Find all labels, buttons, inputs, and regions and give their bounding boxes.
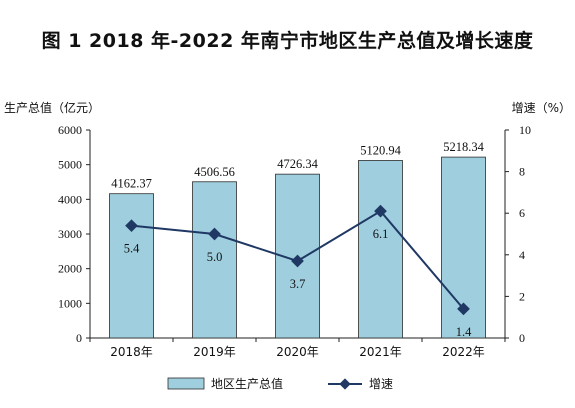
x-tick-label: 2020年 [276, 345, 319, 359]
bar [358, 160, 403, 339]
x-tick-label: 2019年 [193, 345, 236, 359]
chart-title: 图 1 2018 年-2022 年南宁市地区生产总值及增长速度 [41, 30, 534, 52]
growth-point-marker [457, 302, 470, 316]
legend-bar-label: 地区生产总值 [211, 376, 283, 391]
bar-value-label: 4162.37 [111, 177, 152, 191]
growth-value-label: 5.4 [124, 242, 140, 256]
right-tick-label: 0 [519, 331, 525, 345]
legend-bar-swatch [167, 377, 205, 390]
bar-value-label: 5218.34 [443, 140, 484, 154]
legend: 地区生产总值 增速 [167, 376, 393, 391]
right-tick-label: 6 [519, 206, 525, 220]
right-tick-label: 8 [519, 165, 525, 179]
right-tick-label: 10 [519, 123, 531, 137]
growth-point-marker [374, 204, 387, 218]
growth-value-label: 5.0 [207, 250, 223, 264]
x-tick-label: 2018年 [110, 345, 153, 359]
left-tick-label: 5000 [58, 158, 82, 172]
bar [109, 193, 154, 339]
left-tick-label: 3000 [58, 227, 82, 241]
bar [192, 181, 237, 339]
left-tick-label: 2000 [58, 262, 82, 276]
bar-value-label: 4726.34 [277, 157, 318, 171]
x-tick-label: 2021年 [359, 345, 402, 359]
right-tick-label: 2 [519, 289, 525, 303]
left-axis-label: 生产总值（亿元） [4, 100, 100, 115]
bar-value-label: 4506.56 [194, 165, 235, 179]
left-tick-label: 1000 [58, 296, 82, 310]
x-tick-label: 2022年 [442, 345, 485, 359]
axes: 0 1000 2000 3000 4000 5000 6000 0 2 4 6 8 10 2018年 201… [58, 123, 531, 359]
growth-value-label: 6.1 [373, 227, 389, 241]
growth-line-series [125, 204, 470, 316]
growth-point-marker [291, 254, 304, 268]
legend-line-label: 增速 [369, 377, 393, 391]
growth-value-label: 3.7 [290, 277, 306, 291]
growth-point-marker [125, 219, 138, 233]
bar-value-label: 5120.94 [360, 143, 401, 157]
legend-line-marker [339, 378, 351, 390]
right-tick-label: 4 [519, 248, 525, 262]
growth-value-label: 1.4 [456, 325, 472, 339]
left-tick-label: 0 [76, 331, 82, 345]
left-tick-label: 6000 [58, 123, 82, 137]
right-axis-label: 增速（%） [512, 101, 571, 115]
data-labels: 4162.37 4506.56 4726.34 5120.94 5218.34 5.4 5.… [111, 140, 484, 339]
bar-series [109, 156, 486, 339]
left-tick-label: 4000 [58, 192, 82, 206]
growth-point-marker [208, 227, 221, 241]
